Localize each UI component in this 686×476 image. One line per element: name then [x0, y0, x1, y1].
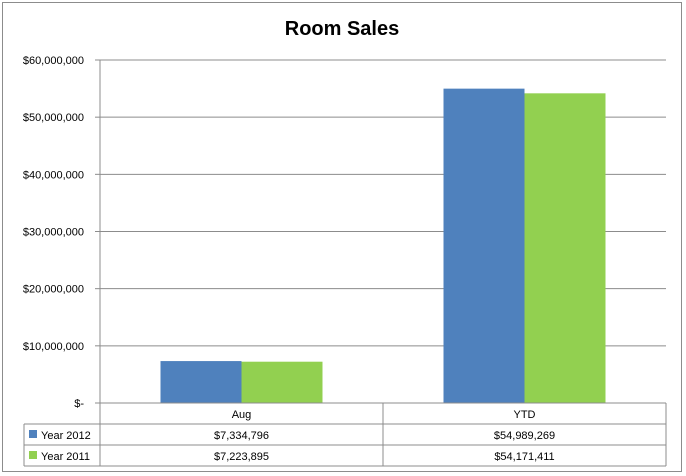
chart-title: Room Sales: [285, 18, 399, 40]
legend-label: Year 2011: [41, 451, 90, 463]
data-label: $54,171,411: [494, 451, 554, 463]
table-header-aug: Aug: [232, 409, 252, 421]
bars: [160, 88, 606, 403]
legend-label: Year 2012: [41, 430, 91, 442]
bar-year-2011-ytd: [524, 93, 606, 403]
y-axis-tick-labels: $- $10,000,000 $20,000,000 $30,000,000 $40,0…: [23, 55, 85, 410]
bar-year-2012-ytd: [443, 88, 525, 403]
data-label: $7,334,796: [214, 430, 269, 442]
y-tick-label: $20,000,000: [23, 284, 84, 296]
data-label: $7,223,895: [214, 451, 269, 463]
legend-key-year-2011: [29, 451, 37, 459]
y-tick-label: $40,000,000: [23, 169, 84, 181]
data-label: $54,989,269: [494, 430, 555, 442]
table-header-ytd: YTD: [514, 409, 536, 421]
data-table: Aug YTD Year 2012 $7,334,796 $54,989,269 Year…: [23, 402, 667, 467]
bar-year-2012-aug: [160, 361, 242, 403]
y-tick-label: $10,000,000: [23, 341, 84, 353]
y-tick-label: $-: [74, 398, 84, 410]
y-tick-label: $30,000,000: [23, 227, 84, 239]
y-tick-label: $60,000,000: [23, 55, 84, 67]
legend-key-year-2012: [29, 430, 37, 438]
bar-year-2011-aug: [241, 361, 323, 403]
y-tick-label: $50,000,000: [23, 112, 84, 124]
